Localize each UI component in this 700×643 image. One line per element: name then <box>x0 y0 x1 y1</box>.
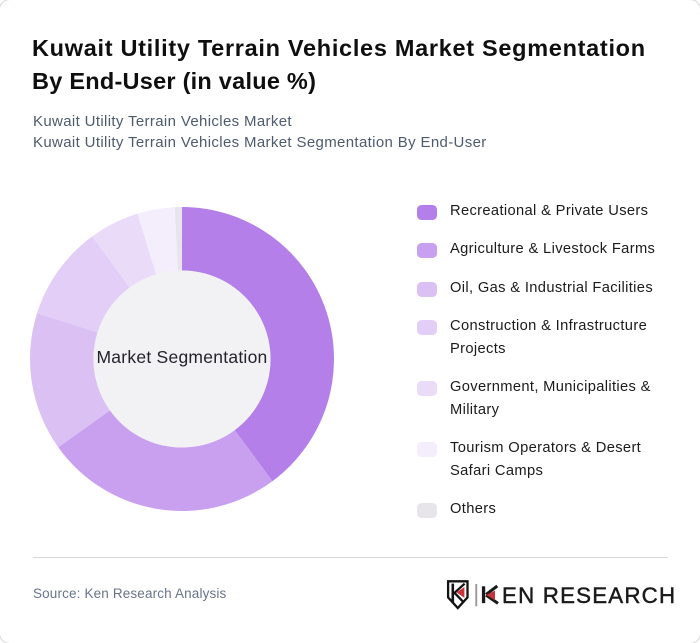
svg-text:EN RESEARCH: EN RESEARCH <box>502 583 676 608</box>
